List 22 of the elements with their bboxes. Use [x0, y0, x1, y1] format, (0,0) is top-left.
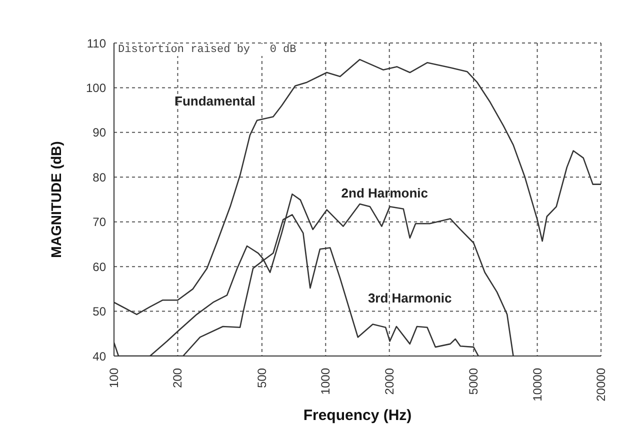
- y-tick-label: 110: [86, 36, 106, 50]
- x-tick-label: 20000: [594, 368, 608, 402]
- y-tick-label: 50: [92, 304, 106, 319]
- x-tick-label: 2000: [382, 368, 396, 395]
- y-axis-title: MAGNITUDE (dB): [48, 141, 64, 258]
- y-tick-label: 90: [92, 126, 106, 140]
- y-tick-label: 60: [92, 260, 106, 274]
- x-tick-label: 100: [107, 368, 121, 388]
- x-tick-label: 200: [170, 368, 185, 388]
- x-tick-label: 500: [254, 368, 269, 388]
- x-tick-label: 10000: [530, 368, 544, 402]
- y-tick-label: 40: [92, 349, 106, 364]
- y-tick-label: 80: [92, 170, 106, 184]
- x-axis-title: Frequency (Hz): [303, 407, 412, 424]
- x-tick-label: 5000: [466, 368, 481, 395]
- series-label: Fundamental: [174, 94, 256, 109]
- series-label: 3rd Harmonic: [368, 290, 452, 306]
- y-tick-label: 70: [92, 215, 106, 230]
- annotation: Distortion raised by 0 dB: [118, 44, 296, 56]
- series-label: 2nd Harmonic: [341, 185, 428, 200]
- x-tick-label: 1000: [318, 368, 333, 395]
- y-tick-label: 100: [86, 80, 106, 95]
